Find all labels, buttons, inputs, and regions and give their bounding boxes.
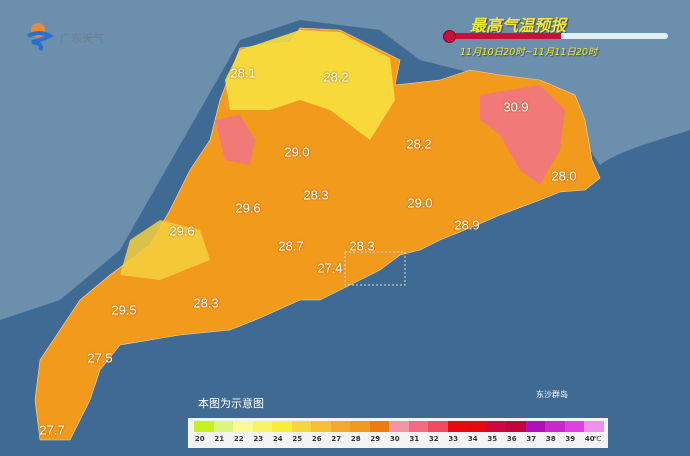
temperature-label: 27.5 <box>87 350 113 366</box>
legend-tick: 24 <box>272 435 283 443</box>
temperature-label: 28.3 <box>303 187 329 203</box>
legend-tick: 20 <box>194 435 205 443</box>
yellow-north-region <box>225 30 395 140</box>
legend-tick: 26 <box>311 435 322 443</box>
legend-swatch <box>389 421 409 432</box>
sun-wave-logo-icon <box>27 23 55 52</box>
legend-swatch <box>272 421 292 432</box>
pink-west-region <box>215 115 255 165</box>
forecast-period: 11月10日20时~11月11日20时 <box>460 47 598 58</box>
temperature-label: 28.3 <box>193 295 219 311</box>
legend-tick: 39 <box>565 435 576 443</box>
temperature-label: 28.2 <box>406 136 432 152</box>
legend-tick: 31 <box>409 435 420 443</box>
legend-swatch <box>584 421 604 432</box>
legend-swatch <box>369 421 389 432</box>
legend-swatch <box>428 421 448 432</box>
temperature-label: 28.0 <box>551 168 577 184</box>
legend-unit: ℃ <box>593 435 602 443</box>
temperature-label: 29.0 <box>407 195 433 211</box>
legend-tick: 27 <box>331 435 342 443</box>
legend-tick: 29 <box>370 435 381 443</box>
legend-tick: 22 <box>233 435 244 443</box>
yellow-west-region <box>120 220 210 280</box>
thermometer-bulb-icon <box>443 30 456 43</box>
legend-swatch <box>486 421 506 432</box>
temperature-label: 28.9 <box>454 217 480 233</box>
map-title: 最高气温预报 <box>470 16 567 35</box>
temperature-label: 29.0 <box>284 144 310 160</box>
legend-swatch <box>311 421 331 432</box>
dongsha-islands-label: 东沙群岛 <box>536 390 568 399</box>
legend-swatch <box>233 421 253 432</box>
legend-swatch <box>525 421 545 432</box>
legend-tick: 25 <box>292 435 303 443</box>
schematic-note: 本图为示意图 <box>198 397 264 410</box>
legend-swatch <box>330 421 350 432</box>
legend-swatch <box>564 421 584 432</box>
temperature-label: 28.7 <box>278 238 304 254</box>
legend-swatch <box>350 421 370 432</box>
legend-tick: 30 <box>389 435 400 443</box>
temperature-label: 29.6 <box>169 223 195 239</box>
temperature-label: 28.1 <box>230 65 256 81</box>
temperature-label: 29.5 <box>111 302 137 318</box>
legend-swatch <box>545 421 565 432</box>
temperature-label: 30.9 <box>503 99 529 115</box>
legend-tick: 34 <box>467 435 478 443</box>
legend-tick: 33 <box>448 435 459 443</box>
legend-tick: 32 <box>428 435 439 443</box>
legend-tick: 23 <box>253 435 264 443</box>
legend-swatch <box>291 421 311 432</box>
temperature-label: 28.3 <box>349 238 375 254</box>
legend-tick: 38 <box>545 435 556 443</box>
legend-swatch <box>213 421 233 432</box>
temperature-label: 27.4 <box>317 260 343 276</box>
legend-swatch <box>467 421 487 432</box>
temperature-label: 29.6 <box>235 200 261 216</box>
thermometer-bar <box>446 33 668 39</box>
temperature-label: 27.7 <box>39 422 65 438</box>
legend-swatch <box>408 421 428 432</box>
hongkong-region <box>344 251 406 286</box>
legend-tick: 35 <box>487 435 498 443</box>
legend-swatch <box>194 421 214 432</box>
legend-swatch <box>252 421 272 432</box>
legend-swatch <box>506 421 526 432</box>
legend-swatch <box>447 421 467 432</box>
legend-tick: 37 <box>526 435 537 443</box>
color-legend: 20 21 22 23 24 25 26 27 28 29 30 31 32 33 34 35 36 37 38 39… <box>188 418 608 448</box>
pink-east-region <box>480 85 565 185</box>
legend-tick: 36 <box>506 435 517 443</box>
legend-tick: 28 <box>350 435 361 443</box>
guangdong-province <box>34 27 601 441</box>
logo <box>22 16 58 56</box>
logo-text: 广东天气 <box>60 32 104 45</box>
legend-tick: 40 <box>584 435 595 443</box>
temperature-label: 28.2 <box>323 69 349 85</box>
legend-tick: 21 <box>214 435 225 443</box>
